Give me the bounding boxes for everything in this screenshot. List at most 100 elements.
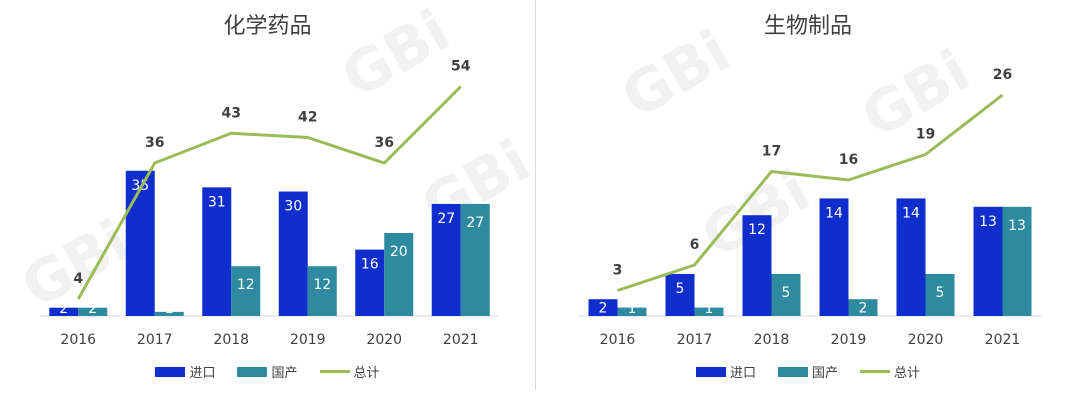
chart-title: 生物制品 xyxy=(763,14,852,39)
bar-label-domestic: 12 xyxy=(237,277,255,293)
bar-domestic xyxy=(694,307,724,316)
legend-swatch-total xyxy=(319,370,350,373)
bar-domestic xyxy=(848,299,878,316)
x-tick-label: 2019 xyxy=(290,332,326,348)
bar-domestic xyxy=(384,233,414,316)
bar-import xyxy=(49,307,79,316)
bar-import xyxy=(278,191,308,316)
panel-divider xyxy=(535,0,536,390)
bar-label-domestic: 1 xyxy=(705,301,714,317)
bar-label-import: 5 xyxy=(676,281,685,297)
bar-label-import: 30 xyxy=(284,199,302,215)
bar-import xyxy=(665,274,695,316)
legend-swatch-domestic xyxy=(777,366,808,377)
total-data-label: 26 xyxy=(993,67,1012,83)
x-tick-label: 2018 xyxy=(213,332,249,348)
bar-label-import: 16 xyxy=(361,257,379,273)
total-data-label: 16 xyxy=(839,152,858,168)
x-tick-label: 2016 xyxy=(600,332,636,348)
legend-item-total: 总计 xyxy=(319,362,380,381)
bar-import xyxy=(431,203,461,316)
bar-label-import: 31 xyxy=(208,194,226,210)
x-tick-label: 2021 xyxy=(985,332,1021,348)
legend-label: 总计 xyxy=(353,366,380,381)
legend-label: 国产 xyxy=(811,366,838,381)
legend-item-domestic: 国产 xyxy=(777,362,838,381)
bar-label-domestic: 12 xyxy=(313,277,331,293)
x-tick-label: 2016 xyxy=(60,332,96,348)
bar-label-import: 2 xyxy=(59,301,68,317)
bar-label-domestic: 2 xyxy=(88,301,97,317)
bar-domestic xyxy=(78,307,108,316)
x-tick-label: 2017 xyxy=(137,332,173,348)
legend-label: 进口 xyxy=(729,366,756,381)
total-data-label: 43 xyxy=(222,105,241,121)
bar-domestic xyxy=(231,266,261,316)
legend-item-domestic: 国产 xyxy=(237,362,298,381)
total-data-label: 4 xyxy=(73,271,83,287)
bar-domestic xyxy=(925,274,955,316)
bar-domestic xyxy=(1002,206,1032,316)
bar-label-import: 13 xyxy=(979,214,997,230)
legend-swatch-total xyxy=(860,370,890,373)
x-tick-label: 2019 xyxy=(831,332,867,348)
legend-swatch-domestic xyxy=(237,366,268,377)
total-data-label: 42 xyxy=(298,110,317,126)
total-data-label: 54 xyxy=(451,59,471,75)
bar-label-import: 14 xyxy=(825,205,843,221)
legend-label: 进口 xyxy=(189,366,216,381)
bar-import xyxy=(125,170,155,316)
bar-import xyxy=(355,249,385,316)
total-data-label: 17 xyxy=(762,144,781,160)
chart-legend: 进口 国产 总计 xyxy=(536,362,1080,381)
x-tick-label: 2020 xyxy=(908,332,944,348)
legend-item-total: 总计 xyxy=(860,362,920,381)
bar-label-import: 27 xyxy=(437,211,455,227)
biologics-chart: 生物制品 2 1 2016 5 1 2017 12 5 2018 14 2 2019 14 5 2020 13… xyxy=(536,0,1080,403)
total-data-label: 6 xyxy=(690,237,700,253)
bar-label-import: 2 xyxy=(599,301,608,317)
legend-label: 总计 xyxy=(894,366,921,381)
chart-plot: 2 1 2016 5 1 2017 12 5 2018 14 2 2019 14 5 2020 13 13 202… xyxy=(579,67,1041,348)
bar-label-domestic: 27 xyxy=(466,215,484,231)
bar-label-domestic: 5 xyxy=(782,285,791,301)
line-total xyxy=(76,85,462,300)
bar-label-domestic: 2 xyxy=(859,301,868,317)
chart-legend: 进口 国产 总计 xyxy=(0,362,535,381)
total-data-label: 3 xyxy=(613,263,623,279)
bar-import xyxy=(742,215,772,316)
legend-label: 国产 xyxy=(271,366,298,381)
bar-domestic xyxy=(617,307,647,316)
total-data-label: 36 xyxy=(145,135,164,151)
line-total xyxy=(617,93,1004,292)
bar-import xyxy=(896,198,926,316)
bar-label-domestic: 1 xyxy=(165,301,174,317)
legend-swatch-import xyxy=(155,366,186,377)
bar-import xyxy=(819,198,849,316)
bar-import xyxy=(202,187,232,316)
legend-swatch-import xyxy=(695,366,726,377)
x-tick-label: 2020 xyxy=(366,332,402,348)
total-data-label: 19 xyxy=(916,127,935,143)
x-tick-label: 2021 xyxy=(443,332,479,348)
x-tick-label: 2017 xyxy=(677,332,713,348)
bar-domestic xyxy=(154,311,184,316)
bar-label-domestic: 13 xyxy=(1008,218,1026,234)
bar-domestic xyxy=(771,274,801,316)
bar-label-import: 12 xyxy=(748,222,766,238)
bar-import xyxy=(973,206,1003,316)
bar-domestic xyxy=(460,203,490,316)
legend-item-import: 进口 xyxy=(155,362,215,381)
bar-label-import: 14 xyxy=(902,205,920,221)
bar-label-domestic: 20 xyxy=(390,244,408,260)
legend-item-import: 进口 xyxy=(695,362,756,381)
chemical-drugs-chart: 化学药品 2 2 2016 35 1 2017 31 12 2018 30 12 2019 16 20 20… xyxy=(0,0,535,403)
chart-title: 化学药品 xyxy=(223,14,312,39)
bar-label-domestic: 5 xyxy=(936,285,945,301)
x-tick-label: 2018 xyxy=(754,332,790,348)
bar-import xyxy=(588,299,618,316)
total-data-label: 36 xyxy=(375,135,394,151)
bar-label-domestic: 1 xyxy=(628,301,637,317)
